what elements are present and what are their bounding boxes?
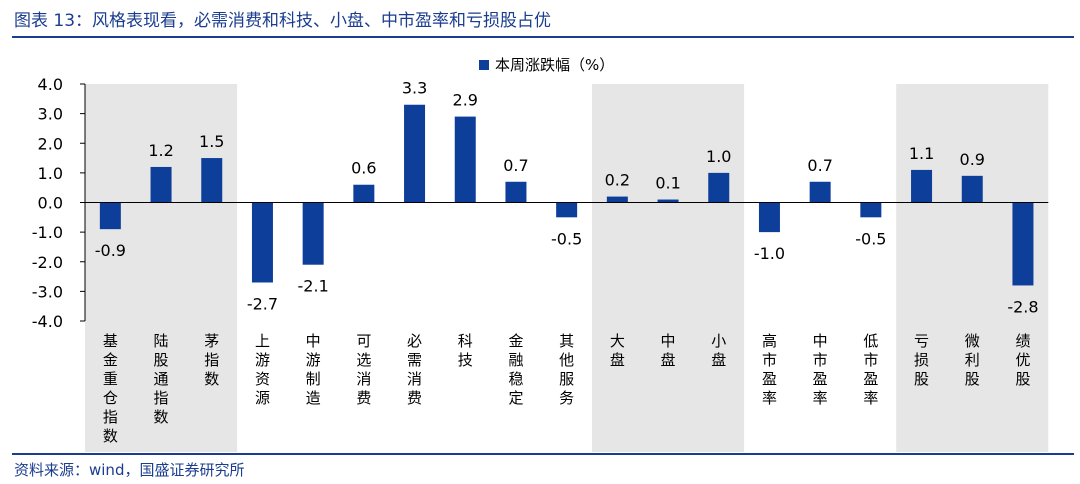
y-tick-label: 0.0	[38, 194, 63, 213]
category-label: 陆股通指数	[154, 332, 169, 426]
data-label: 1.2	[148, 141, 173, 160]
legend-swatch	[479, 60, 489, 70]
bar	[150, 166, 172, 203]
bar	[353, 184, 375, 203]
data-label: 1.1	[909, 144, 934, 163]
bar	[809, 181, 831, 203]
bar	[606, 196, 628, 203]
category-label: 金融稳定	[508, 332, 523, 407]
category-labels: 基金重仓指数 陆股通指数 茅指数 上游资源 中游制造 可选消费 必需消费 科技 金融稳定 其他服务…	[103, 332, 1031, 445]
data-label: 2.9	[453, 91, 478, 110]
y-tick-label: 1.0	[38, 164, 63, 183]
data-label: -2.1	[298, 277, 329, 296]
data-label: -2.7	[247, 294, 278, 313]
category-label: 大盘	[610, 332, 625, 369]
category-label: 低市盈率	[863, 332, 878, 407]
bar	[302, 202, 324, 265]
bar	[404, 104, 426, 203]
data-label: -2.8	[1007, 297, 1038, 316]
category-label: 可选消费	[356, 332, 371, 407]
category-label: 基金重仓指数	[103, 332, 118, 445]
bars	[99, 104, 1034, 286]
y-axis: 4.0 3.0 2.0 1.0 0.0 -1.0 -2.0 -3.0 -4.0	[32, 75, 86, 331]
y-tick-label: 3.0	[38, 105, 63, 124]
data-label: -1.0	[754, 244, 785, 263]
y-tick-label: 4.0	[38, 75, 63, 94]
y-tick-label: -4.0	[32, 312, 63, 331]
y-tick-label: -2.0	[32, 253, 63, 272]
bar	[860, 202, 882, 218]
data-label: -0.5	[551, 229, 582, 248]
category-label: 微利股	[965, 332, 980, 388]
category-label: 小盘	[711, 332, 726, 369]
data-label: -0.9	[95, 241, 126, 260]
category-label: 科技	[458, 332, 473, 369]
bar	[99, 202, 121, 230]
data-label: -0.5	[855, 229, 886, 248]
category-label: 中盘	[661, 332, 676, 369]
category-label: 绩优股	[1015, 332, 1030, 388]
source-rule	[12, 453, 1074, 455]
data-label: 0.6	[351, 159, 376, 178]
category-label: 必需消费	[407, 332, 422, 407]
bar	[708, 172, 730, 203]
shaded-band-1	[592, 84, 745, 452]
bar	[758, 202, 780, 233]
bar	[657, 199, 679, 203]
category-label: 中游制造	[306, 332, 321, 407]
bar	[454, 116, 476, 203]
bar	[505, 181, 527, 203]
data-label: 0.7	[503, 156, 528, 175]
data-label: 1.0	[706, 147, 731, 166]
data-label: 1.5	[199, 132, 224, 151]
bar	[961, 175, 983, 203]
data-label: 0.7	[807, 156, 832, 175]
category-label: 其他服务	[559, 332, 574, 407]
shaded-band-0	[85, 84, 238, 452]
y-tick-label: -1.0	[32, 223, 63, 242]
y-tick-label: -3.0	[32, 282, 63, 301]
data-label: 0.1	[655, 174, 680, 193]
figure-title: 图表 13：风格表现看，必需消费和科技、小盘、中市盈率和亏损股占优	[14, 11, 552, 31]
data-label: 0.9	[960, 150, 985, 169]
bar	[201, 158, 223, 203]
bar	[556, 202, 578, 218]
bar	[251, 202, 273, 283]
category-label: 亏损股	[914, 332, 929, 388]
shaded-bands	[85, 84, 1049, 452]
data-labels: -0.9 1.2 1.5 -2.7 -2.1 0.6 3.3 2.9 0.7 -0.5 0.2 0.1…	[95, 79, 1039, 317]
bar	[1012, 202, 1034, 286]
data-label: 0.2	[605, 171, 630, 190]
title-rule	[12, 36, 1074, 38]
y-tick-label: 2.0	[38, 134, 63, 153]
legend: 本周涨跌幅（%）	[479, 56, 614, 74]
category-label: 高市盈率	[762, 332, 777, 407]
category-label: 茅指数	[204, 332, 219, 388]
category-label: 上游资源	[255, 332, 270, 407]
category-label: 中市盈率	[813, 332, 828, 407]
legend-label: 本周涨跌幅（%）	[495, 56, 614, 74]
source-note: 资料来源：wind，国盛证券研究所	[14, 461, 245, 479]
bar	[911, 169, 933, 203]
data-label: 3.3	[402, 79, 427, 98]
